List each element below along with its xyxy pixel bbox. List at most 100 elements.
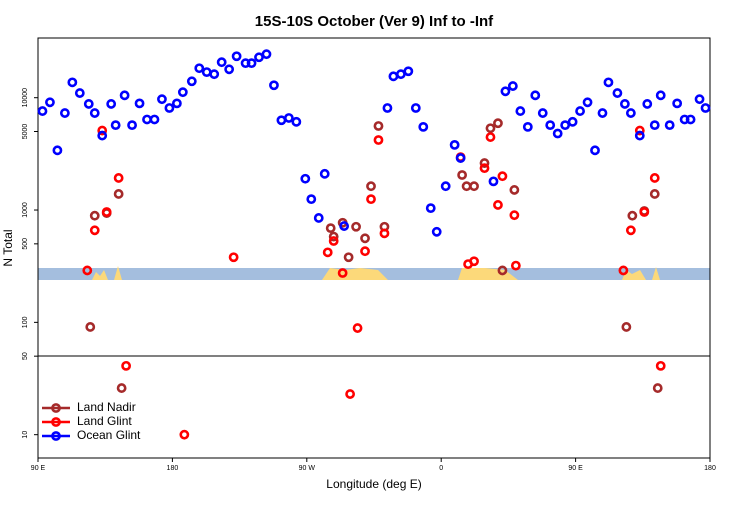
point: [449, 140, 460, 150]
point: [113, 189, 124, 199]
point: [306, 194, 317, 205]
point: [603, 77, 614, 88]
point: [652, 383, 663, 393]
point: [106, 99, 117, 109]
point: [530, 90, 541, 101]
legend-marker: [51, 403, 61, 413]
point: [164, 103, 175, 113]
point: [625, 225, 636, 236]
point: [590, 145, 600, 156]
point: [269, 80, 279, 91]
point: [537, 108, 548, 118]
point: [509, 210, 520, 221]
point: [493, 200, 503, 210]
point: [127, 120, 137, 131]
point: [343, 252, 354, 263]
point: [418, 121, 429, 132]
series: [82, 125, 666, 440]
point: [345, 389, 356, 399]
point: [113, 173, 124, 183]
point: [360, 246, 370, 257]
point: [328, 231, 339, 242]
point: [634, 125, 645, 136]
legend-marker: [51, 431, 61, 441]
point: [479, 163, 490, 174]
point: [82, 265, 93, 276]
point: [366, 181, 376, 192]
point: [246, 58, 257, 69]
y-axis-label: N Total: [1, 229, 15, 266]
point: [121, 360, 132, 371]
point: [493, 118, 503, 129]
point: [228, 252, 239, 263]
point: [497, 171, 508, 182]
point: [360, 233, 370, 244]
point: [694, 94, 705, 105]
point: [37, 106, 48, 116]
x-tick-label: 90 E: [31, 465, 46, 472]
point: [621, 322, 632, 332]
x-tick-label: 90 E: [568, 465, 583, 472]
point: [261, 49, 272, 60]
point: [89, 210, 100, 221]
legend-label: Land Glint: [77, 414, 132, 428]
point: [649, 120, 660, 131]
point: [373, 135, 384, 145]
legend-marker: [51, 417, 61, 427]
x-tick-label: 0: [439, 465, 443, 472]
point: [410, 103, 421, 113]
point: [625, 108, 636, 118]
point: [110, 120, 121, 131]
y-tick-label: 1000: [22, 202, 29, 218]
point: [510, 260, 521, 271]
point: [469, 256, 479, 267]
x-tick-label: 180: [704, 465, 716, 472]
point: [74, 88, 85, 98]
point: [337, 268, 348, 278]
point: [507, 81, 518, 91]
point: [59, 108, 70, 118]
point: [522, 121, 533, 132]
point: [216, 57, 227, 68]
chart-title: 15S-10S October (Ver 9) Inf to -Inf: [255, 13, 494, 30]
point: [485, 132, 496, 142]
point: [83, 99, 94, 109]
point: [672, 98, 683, 109]
point: [325, 223, 336, 234]
point: [655, 360, 666, 371]
point: [567, 116, 578, 127]
point: [300, 173, 311, 184]
point: [403, 66, 414, 77]
y-tick-label: 500: [22, 238, 29, 250]
point: [431, 226, 442, 237]
point: [655, 90, 666, 101]
point: [664, 120, 675, 131]
point: [560, 120, 571, 131]
point: [283, 113, 294, 123]
point: [545, 120, 556, 131]
point: [171, 98, 182, 109]
point: [497, 265, 508, 276]
point: [177, 87, 188, 98]
point: [639, 207, 650, 217]
point: [322, 247, 333, 258]
point: [700, 103, 711, 113]
point: [366, 194, 376, 205]
point: [440, 181, 451, 192]
point: [101, 207, 112, 217]
point: [89, 108, 100, 118]
point: [455, 153, 466, 163]
point: [597, 108, 608, 118]
point: [634, 130, 645, 141]
point: [89, 225, 100, 236]
point: [134, 98, 145, 109]
map-strip: [38, 266, 710, 280]
point: [116, 383, 127, 393]
point: [500, 86, 511, 97]
point: [627, 210, 638, 221]
point: [231, 51, 242, 62]
point: [149, 114, 160, 125]
y-tick-label: 10: [22, 431, 29, 439]
